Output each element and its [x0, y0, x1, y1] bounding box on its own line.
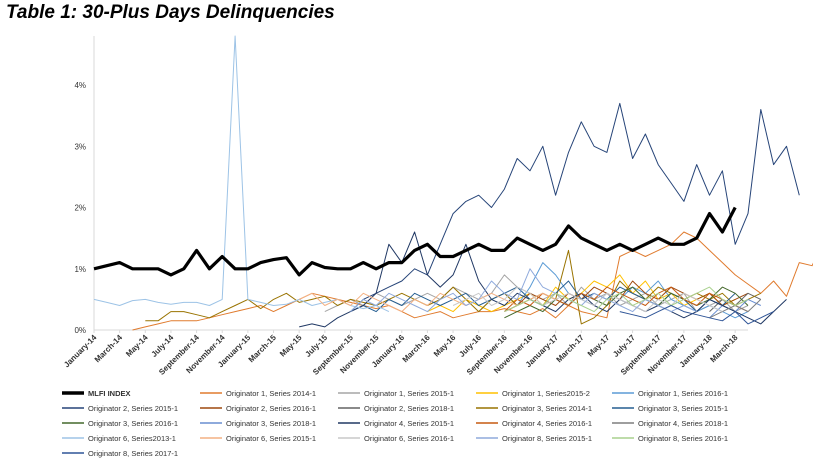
series-line: [619, 305, 774, 325]
legend-label: Originator 4, Series 2018-1: [638, 419, 728, 428]
x-tick-label: May-15: [278, 333, 304, 359]
legend-label: Originator 2, Series 2016-1: [226, 404, 316, 413]
series-line: [504, 286, 749, 319]
x-tick-label: March-14: [93, 333, 125, 365]
x-tick-label: March-17: [555, 333, 587, 365]
legend-label: Originator 1, Series 2015-1: [364, 389, 454, 398]
legend-label: Originator 3, Series 2016-1: [88, 419, 178, 428]
legend-label: MLFI INDEX: [88, 389, 131, 398]
legend-label: Originator 3, Series 2015-1: [638, 404, 728, 413]
y-tick-label: 4%: [74, 81, 86, 90]
x-tick-label: March-15: [247, 333, 279, 365]
x-tick-label: March-18: [708, 333, 740, 365]
series-line: [452, 286, 723, 313]
series-line: [504, 286, 749, 313]
legend-label: Originator 6, Series 2015-1: [226, 434, 316, 443]
legend-label: Originator 2, Series 2018-1: [364, 404, 454, 413]
legend-label: Originator 3, Series 2018-1: [226, 419, 316, 428]
legend-label: Originator 1, Series 2016-1: [638, 389, 728, 398]
legend-label: Originator 8, Series 2016-1: [638, 434, 728, 443]
x-tick-label: May-14: [124, 333, 150, 359]
legend-label: Originator 1, Series2015-2: [502, 389, 590, 398]
legend-label: Originator 3, Series 2014-1: [502, 404, 592, 413]
x-tick-label: May-16: [432, 333, 458, 359]
series-line: [298, 292, 556, 313]
x-tick-label: March-16: [401, 333, 433, 365]
x-tick-label: January-14: [62, 333, 99, 370]
legend-label: Originator 4, Series 2015-1: [364, 419, 454, 428]
series-line: [350, 102, 800, 312]
series-line: [350, 268, 697, 313]
y-tick-label: 3%: [74, 142, 86, 151]
series-line: [132, 231, 813, 331]
legend-label: Originator 4, Series 2016-1: [502, 419, 592, 428]
series-line: [299, 231, 787, 328]
y-tick-label: 2%: [74, 204, 86, 213]
series-line: [145, 249, 762, 325]
legend-label: Originator 8, Series 2015-1: [502, 434, 592, 443]
series-line: [93, 206, 737, 277]
legend-label: Originator 8, Series 2017-1: [88, 449, 178, 458]
legend-label: Originator 6, Series2013-1: [88, 434, 176, 443]
chart-title: Table 1: 30-Plus Days Delinquencies: [6, 2, 335, 23]
x-tick-label: May-17: [586, 333, 612, 359]
legend-label: Originator 1, Series 2014-1: [226, 389, 316, 398]
y-tick-label: 1%: [74, 265, 86, 274]
y-tick-label: 0%: [74, 326, 86, 335]
legend-label: Originator 6, Series 2016-1: [364, 434, 454, 443]
legend-label: Originator 2, Series 2015-1: [88, 404, 178, 413]
